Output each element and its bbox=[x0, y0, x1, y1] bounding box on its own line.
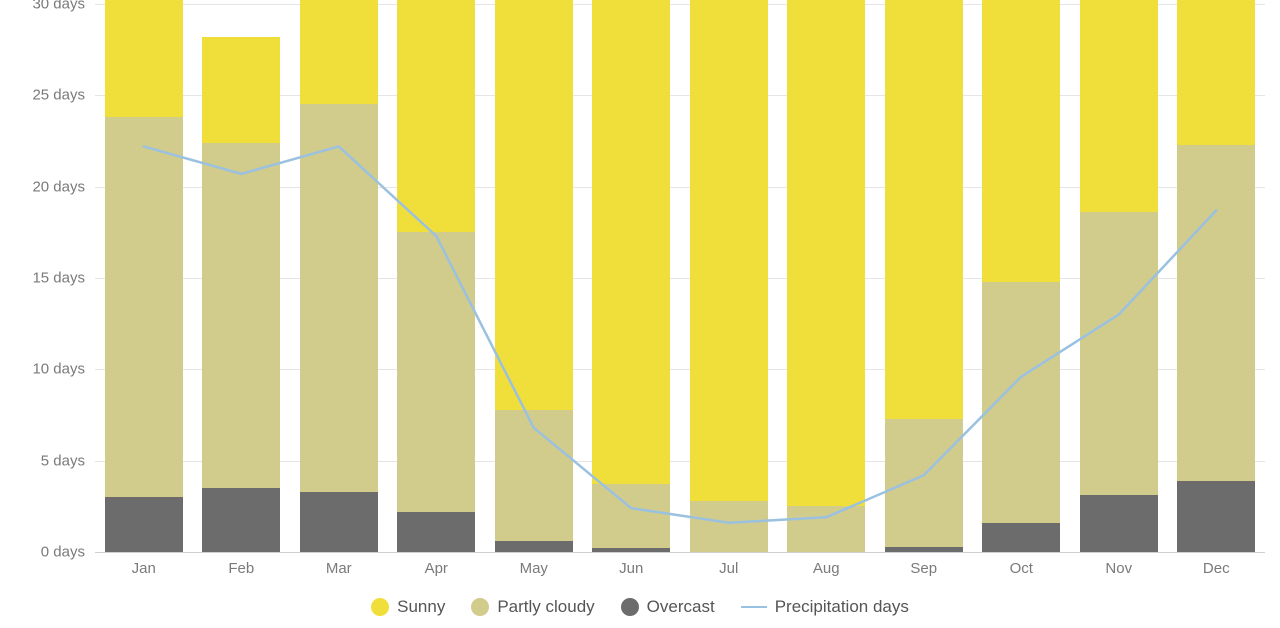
legend-item: Partly cloudy bbox=[471, 597, 594, 617]
legend-swatch-icon bbox=[471, 598, 489, 616]
legend-label: Sunny bbox=[397, 597, 445, 617]
x-axis-label: Sep bbox=[910, 560, 937, 577]
y-axis-label: 10 days bbox=[32, 361, 85, 378]
x-axis-label: Feb bbox=[228, 560, 254, 577]
gridline bbox=[95, 552, 1265, 553]
y-axis-label: 30 days bbox=[32, 0, 85, 13]
weather-chart: 0 days 5 days 10 days 15 days 20 days 25 days… bbox=[0, 0, 1280, 628]
y-axis-label: 15 days bbox=[32, 270, 85, 287]
x-axis-label: Apr bbox=[425, 560, 448, 577]
legend-label: Precipitation days bbox=[775, 597, 909, 617]
legend-item: Precipitation days bbox=[741, 597, 909, 617]
legend-label: Overcast bbox=[647, 597, 715, 617]
y-axis-label: 20 days bbox=[32, 178, 85, 195]
x-axis-label: Nov bbox=[1105, 560, 1132, 577]
precipitation-line-layer bbox=[95, 4, 1265, 552]
legend-line-icon bbox=[741, 606, 767, 608]
x-axis-label: May bbox=[520, 560, 548, 577]
x-axis-label: Jan bbox=[132, 560, 156, 577]
x-axis-label: Jun bbox=[619, 560, 643, 577]
legend-label: Partly cloudy bbox=[497, 597, 594, 617]
y-axis-label: 25 days bbox=[32, 87, 85, 104]
x-axis-label: Mar bbox=[326, 560, 352, 577]
legend-item: Sunny bbox=[371, 597, 445, 617]
x-axis-label: Oct bbox=[1010, 560, 1033, 577]
y-axis-label: 5 days bbox=[41, 452, 85, 469]
legend-swatch-icon bbox=[371, 598, 389, 616]
x-axis-label: Dec bbox=[1203, 560, 1230, 577]
x-axis-label: Aug bbox=[813, 560, 840, 577]
plot-area: 0 days5 days10 days15 days20 days25 days… bbox=[95, 4, 1265, 552]
precipitation-line bbox=[144, 146, 1217, 522]
legend-swatch-icon bbox=[621, 598, 639, 616]
x-axis-label: Jul bbox=[719, 560, 738, 577]
legend-item: Overcast bbox=[621, 597, 715, 617]
legend: Sunny Partly cloudy Overcast Precipitation … bbox=[0, 597, 1280, 617]
y-axis-label: 0 days bbox=[41, 544, 85, 561]
